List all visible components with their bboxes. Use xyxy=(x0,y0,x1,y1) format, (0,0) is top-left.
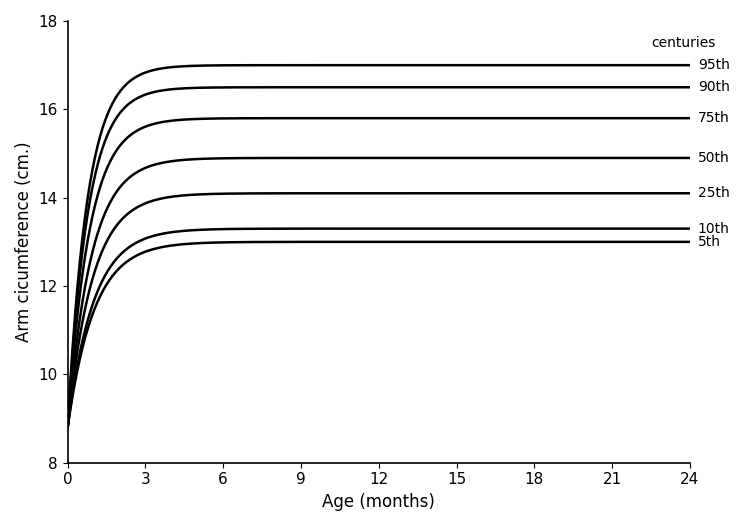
Text: centuries: centuries xyxy=(651,36,716,50)
Text: 50th: 50th xyxy=(698,151,729,165)
Text: 5th: 5th xyxy=(698,235,721,249)
Text: 95th: 95th xyxy=(698,58,730,72)
Text: 90th: 90th xyxy=(698,80,730,94)
Text: 25th: 25th xyxy=(698,186,729,200)
X-axis label: Age (months): Age (months) xyxy=(322,493,435,511)
Y-axis label: Arm cicumference (cm.): Arm cicumference (cm.) xyxy=(15,141,33,342)
Text: 10th: 10th xyxy=(698,221,730,236)
Text: 75th: 75th xyxy=(698,111,729,125)
